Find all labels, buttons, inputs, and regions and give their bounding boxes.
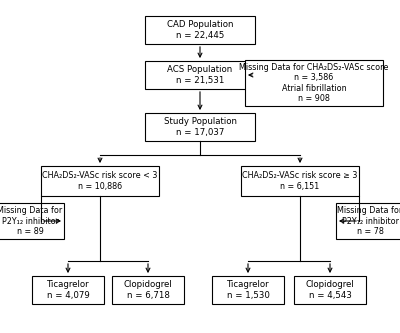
Text: CHA₂DS₂-VASc risk score ≥ 3
n = 6,151: CHA₂DS₂-VASc risk score ≥ 3 n = 6,151 <box>242 171 358 191</box>
FancyBboxPatch shape <box>0 203 64 239</box>
FancyBboxPatch shape <box>145 16 255 44</box>
FancyBboxPatch shape <box>145 113 255 141</box>
Text: Study Population
n = 17,037: Study Population n = 17,037 <box>164 117 236 137</box>
FancyBboxPatch shape <box>294 276 366 304</box>
FancyBboxPatch shape <box>112 276 184 304</box>
FancyBboxPatch shape <box>212 276 284 304</box>
Text: CHA₂DS₂-VASc risk score < 3
n = 10,886: CHA₂DS₂-VASc risk score < 3 n = 10,886 <box>42 171 158 191</box>
FancyBboxPatch shape <box>336 203 400 239</box>
Text: CAD Population
n = 22,445: CAD Population n = 22,445 <box>167 20 233 40</box>
Text: Clopidogrel
n = 4,543: Clopidogrel n = 4,543 <box>306 280 354 300</box>
FancyBboxPatch shape <box>145 61 255 89</box>
Text: Missing Data for
P2Y₁₂ inhibitor
n = 78: Missing Data for P2Y₁₂ inhibitor n = 78 <box>337 206 400 236</box>
FancyBboxPatch shape <box>245 60 383 106</box>
Text: Missing Data for CHA₂DS₂-VASc score
n = 3,586
Atrial fibrillation
n = 908: Missing Data for CHA₂DS₂-VASc score n = … <box>239 63 389 103</box>
Text: Missing Data for
P2Y₁₂ inhibitor
n = 89: Missing Data for P2Y₁₂ inhibitor n = 89 <box>0 206 63 236</box>
FancyBboxPatch shape <box>241 166 359 196</box>
Text: ACS Population
n = 21,531: ACS Population n = 21,531 <box>167 65 233 85</box>
FancyBboxPatch shape <box>32 276 104 304</box>
Text: Ticagrelor
n = 4,079: Ticagrelor n = 4,079 <box>47 280 89 300</box>
FancyBboxPatch shape <box>41 166 159 196</box>
Text: Clopidogrel
n = 6,718: Clopidogrel n = 6,718 <box>124 280 172 300</box>
Text: Ticagrelor
n = 1,530: Ticagrelor n = 1,530 <box>226 280 270 300</box>
